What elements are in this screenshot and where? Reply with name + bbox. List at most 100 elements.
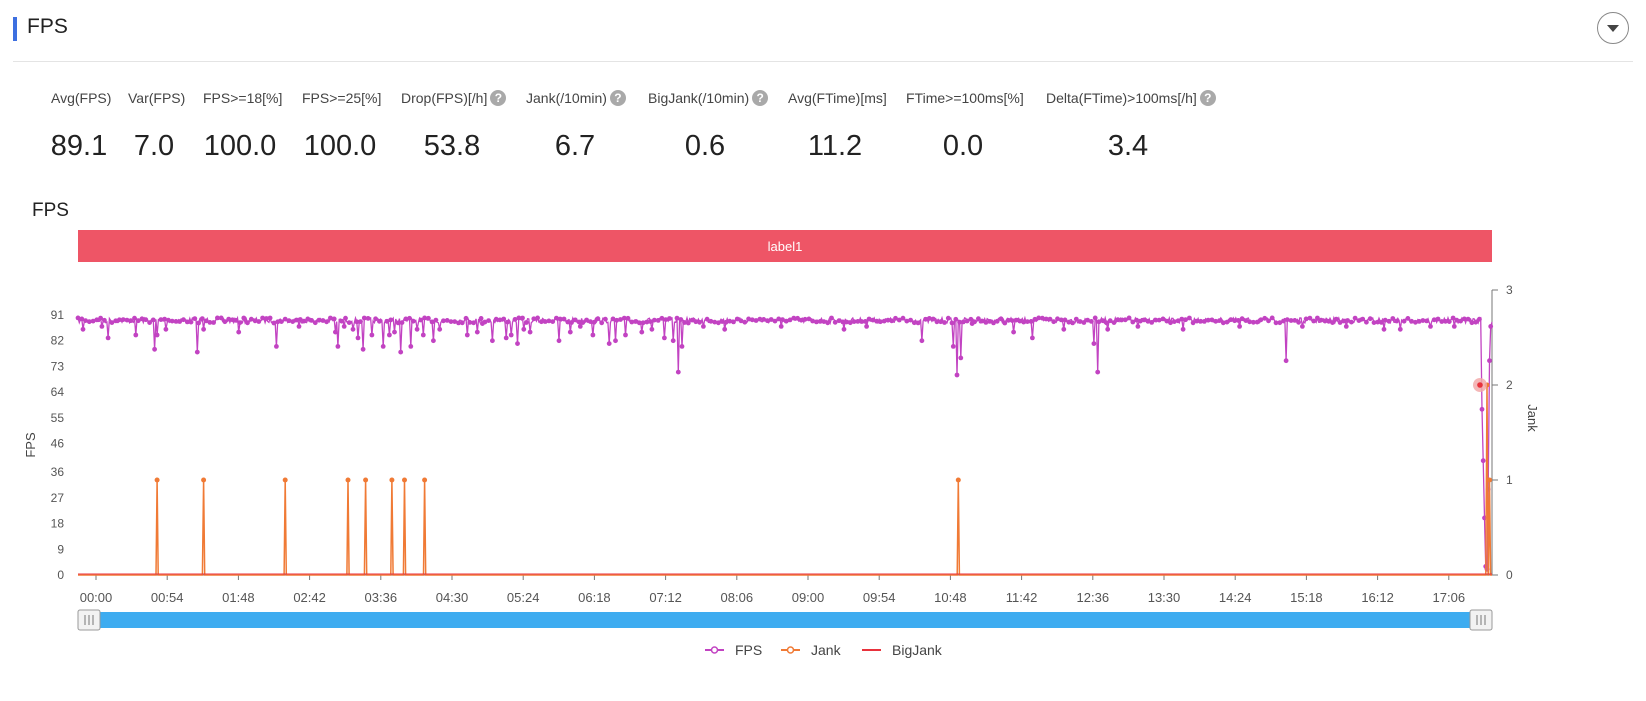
fps-point xyxy=(663,317,669,322)
fps-point xyxy=(380,344,386,349)
help-icon[interactable]: ? xyxy=(609,90,626,106)
fps-point xyxy=(546,318,552,324)
fps-point xyxy=(441,318,446,324)
fps-point xyxy=(333,329,338,335)
fps-point xyxy=(1375,319,1381,325)
metric-value: 11.2 xyxy=(807,130,863,162)
fps-chart: label1 0 9 18 27 36 46 55 64 73 82 91 FPS 0 1 2 3 Jank 00:… xyxy=(23,230,1540,658)
fps-point xyxy=(418,317,424,323)
fps-point xyxy=(1095,369,1101,375)
metric-value: 0.0 xyxy=(942,130,984,162)
fps-point xyxy=(328,315,333,321)
fps-point xyxy=(1333,316,1339,322)
zoom-slider-track[interactable] xyxy=(78,612,1492,628)
fps-point xyxy=(218,315,224,321)
fps-point xyxy=(1364,319,1369,325)
fps-point xyxy=(1413,319,1418,325)
fps-point xyxy=(1307,315,1313,321)
fps-point xyxy=(290,319,296,324)
fps-point xyxy=(1036,315,1042,321)
fps-point xyxy=(881,318,887,324)
fps-point xyxy=(704,316,710,322)
fps-point xyxy=(1469,320,1475,326)
fps-point xyxy=(150,317,156,323)
metric-value: 89.1 xyxy=(50,130,108,162)
fps-point xyxy=(384,318,390,324)
legend-label[interactable]: Jank xyxy=(811,642,842,658)
fps-point xyxy=(1028,319,1034,324)
fps-point xyxy=(1164,318,1170,324)
fps-point xyxy=(162,316,168,322)
y-left-tick-label: 27 xyxy=(51,491,65,505)
fps-point xyxy=(128,318,134,324)
fps-point xyxy=(343,315,348,321)
legend-label[interactable]: BigJank xyxy=(892,642,943,658)
fps-point xyxy=(648,319,653,324)
legend-label[interactable]: FPS xyxy=(735,642,762,658)
fps-point xyxy=(1032,316,1038,322)
fps-point xyxy=(590,332,596,338)
fps-point xyxy=(1168,320,1173,326)
fps-point xyxy=(377,318,382,324)
fps-point xyxy=(207,320,213,325)
fps-point xyxy=(369,332,375,338)
fps-point xyxy=(267,315,273,321)
help-icon[interactable]: ? xyxy=(1199,90,1216,106)
fps-point xyxy=(339,318,345,324)
header-accent-bar xyxy=(13,17,17,41)
fps-point xyxy=(399,320,405,325)
fps-point xyxy=(512,317,518,322)
fps-point xyxy=(1061,326,1067,332)
fps-point xyxy=(1021,319,1026,325)
fps-point xyxy=(1232,318,1237,324)
fps-point xyxy=(199,316,205,321)
fps-point xyxy=(1405,316,1411,321)
highlight-point xyxy=(1477,382,1483,388)
fps-point xyxy=(79,316,85,322)
collapse-button[interactable] xyxy=(1597,12,1629,44)
fps-point xyxy=(776,316,782,322)
fps-point xyxy=(1488,324,1494,329)
fps-point xyxy=(1160,316,1166,322)
fps-point xyxy=(1105,326,1111,332)
fps-point xyxy=(588,319,593,324)
fps-point xyxy=(158,317,164,322)
fps-point xyxy=(1454,317,1460,323)
fps-point xyxy=(264,316,269,321)
fps-point xyxy=(503,335,509,341)
fps-point xyxy=(1254,319,1260,325)
fps-point xyxy=(1228,317,1234,323)
fps-point xyxy=(915,320,921,326)
fps-point xyxy=(697,319,702,325)
help-icon[interactable]: ? xyxy=(490,90,507,106)
x-tick-label: 11:42 xyxy=(1006,590,1038,605)
fps-point xyxy=(561,316,567,322)
fps-point xyxy=(577,324,583,329)
x-tick-label: 09:54 xyxy=(863,590,896,605)
fps-point xyxy=(132,315,137,321)
metric-value: 100.0 xyxy=(303,130,377,162)
fps-point xyxy=(1073,316,1079,322)
jank-point xyxy=(363,477,369,483)
fps-point xyxy=(1477,316,1482,322)
fps-point xyxy=(649,326,655,332)
metric-label: FPS>=18[%] xyxy=(203,90,282,106)
fps-point xyxy=(655,318,661,323)
fps-point xyxy=(99,324,105,329)
jank-point xyxy=(345,477,351,483)
fps-point xyxy=(994,318,1000,324)
fps-point xyxy=(173,319,179,324)
legend-marker xyxy=(786,646,795,654)
fps-point xyxy=(395,320,401,326)
fps-point xyxy=(960,319,966,325)
fps-point xyxy=(309,318,314,323)
fps-point xyxy=(516,315,522,321)
fps-point xyxy=(181,317,186,323)
fps-point xyxy=(542,319,548,324)
fps-point xyxy=(889,318,895,324)
y-left-tick-label: 91 xyxy=(51,308,65,322)
help-icon[interactable]: ? xyxy=(752,90,769,106)
fps-point xyxy=(893,315,898,321)
y-right-tick-label: 2 xyxy=(1506,378,1513,392)
fps-point xyxy=(373,316,378,322)
